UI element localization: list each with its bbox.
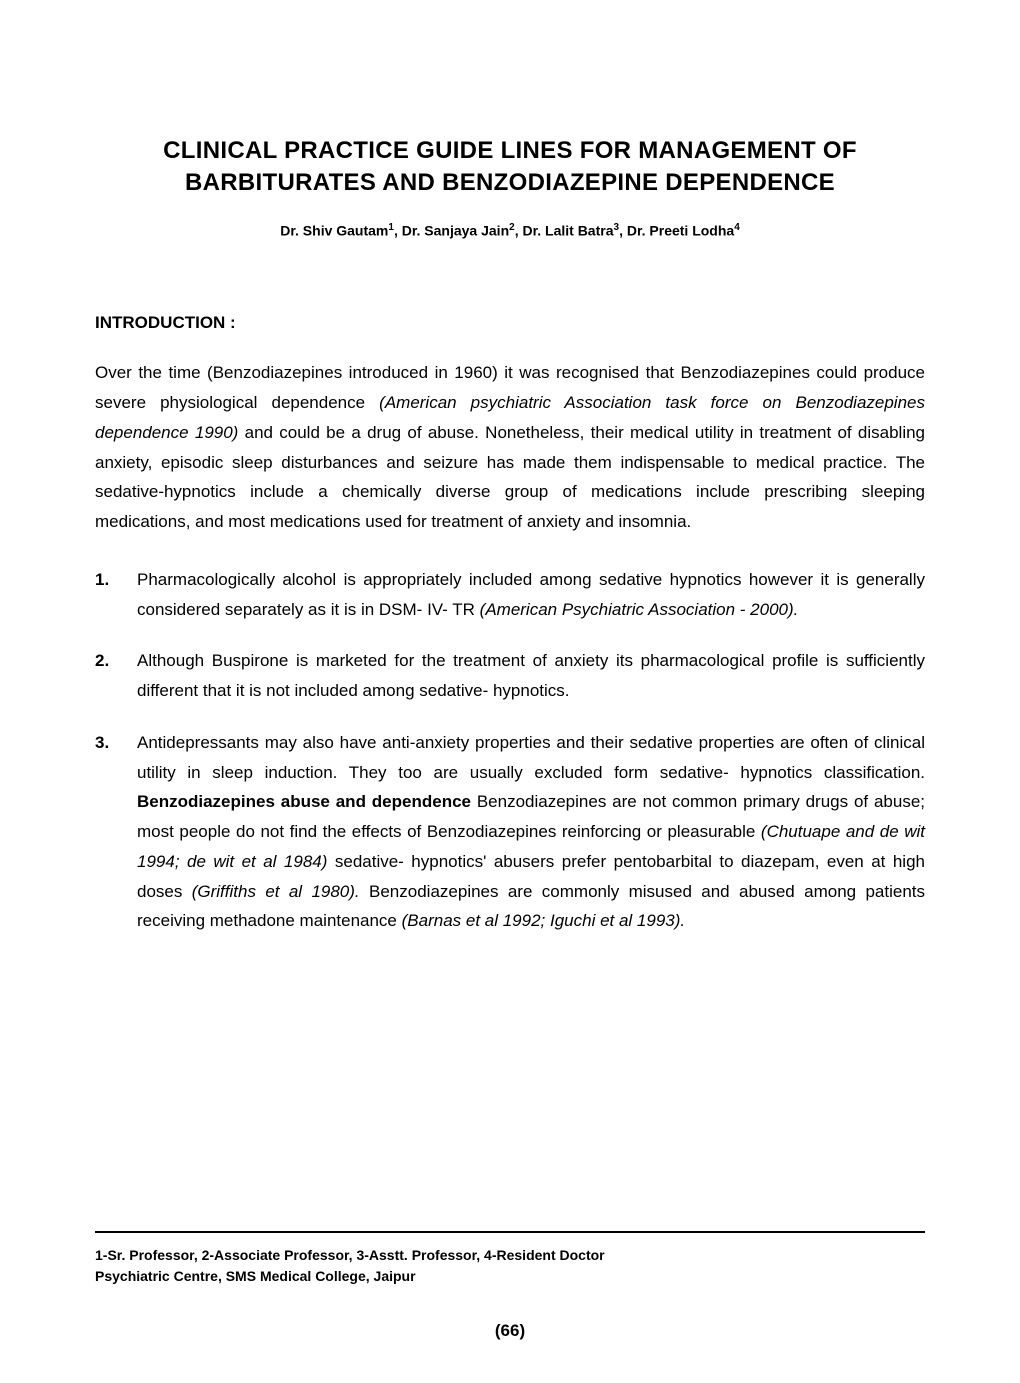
item-number: 1. <box>95 565 109 595</box>
section-heading-introduction: INTRODUCTION : <box>95 313 925 333</box>
item-text: Antidepressants may also have anti-anxie… <box>137 733 925 931</box>
item-number: 2. <box>95 646 109 676</box>
footnote-line: 1-Sr. Professor, 2-Associate Professor, … <box>95 1245 925 1267</box>
list-item: 1. Pharmacologically alcohol is appropri… <box>95 565 925 625</box>
list-item: 3. Antidepressants may also have anti-an… <box>95 728 925 936</box>
item-number: 3. <box>95 728 109 758</box>
footer: 1-Sr. Professor, 2-Associate Professor, … <box>95 1231 925 1288</box>
list-item: 2. Although Buspirone is marketed for th… <box>95 646 925 706</box>
item-text: Pharmacologically alcohol is appropriate… <box>137 570 925 619</box>
footer-divider <box>95 1231 925 1233</box>
footnote-line: Psychiatric Centre, SMS Medical College,… <box>95 1266 925 1288</box>
author-line: Dr. Shiv Gautam1, Dr. Sanjaya Jain2, Dr.… <box>95 222 925 239</box>
item-text: Although Buspirone is marketed for the t… <box>137 651 925 700</box>
page-number: (66) <box>0 1321 1020 1341</box>
numbered-list: 1. Pharmacologically alcohol is appropri… <box>95 565 925 936</box>
page-title: CLINICAL PRACTICE GUIDE LINES FOR MANAGE… <box>95 135 925 200</box>
intro-paragraph: Over the time (Benzodiazepines introduce… <box>95 358 925 537</box>
